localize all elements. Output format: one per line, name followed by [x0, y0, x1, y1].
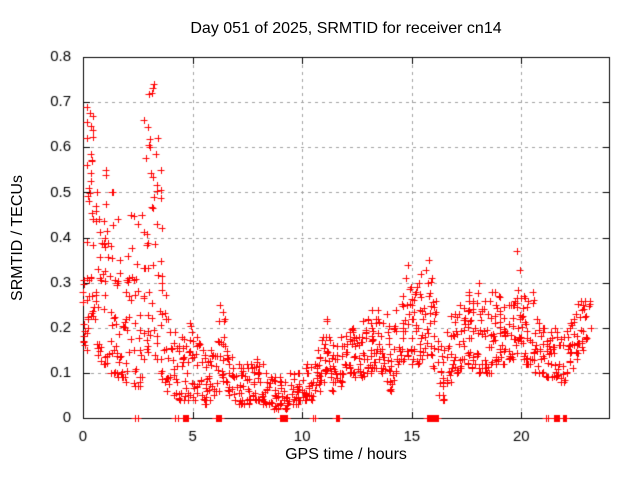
gnuplot-screenshot: { "chart_data": { "type": "scatter", "ti…: [0, 0, 640, 480]
srmtid-figure: Day 051 of 2025, SRMTID for receiver cn1…: [0, 0, 640, 480]
scatter-plot-canvas: [0, 0, 640, 480]
